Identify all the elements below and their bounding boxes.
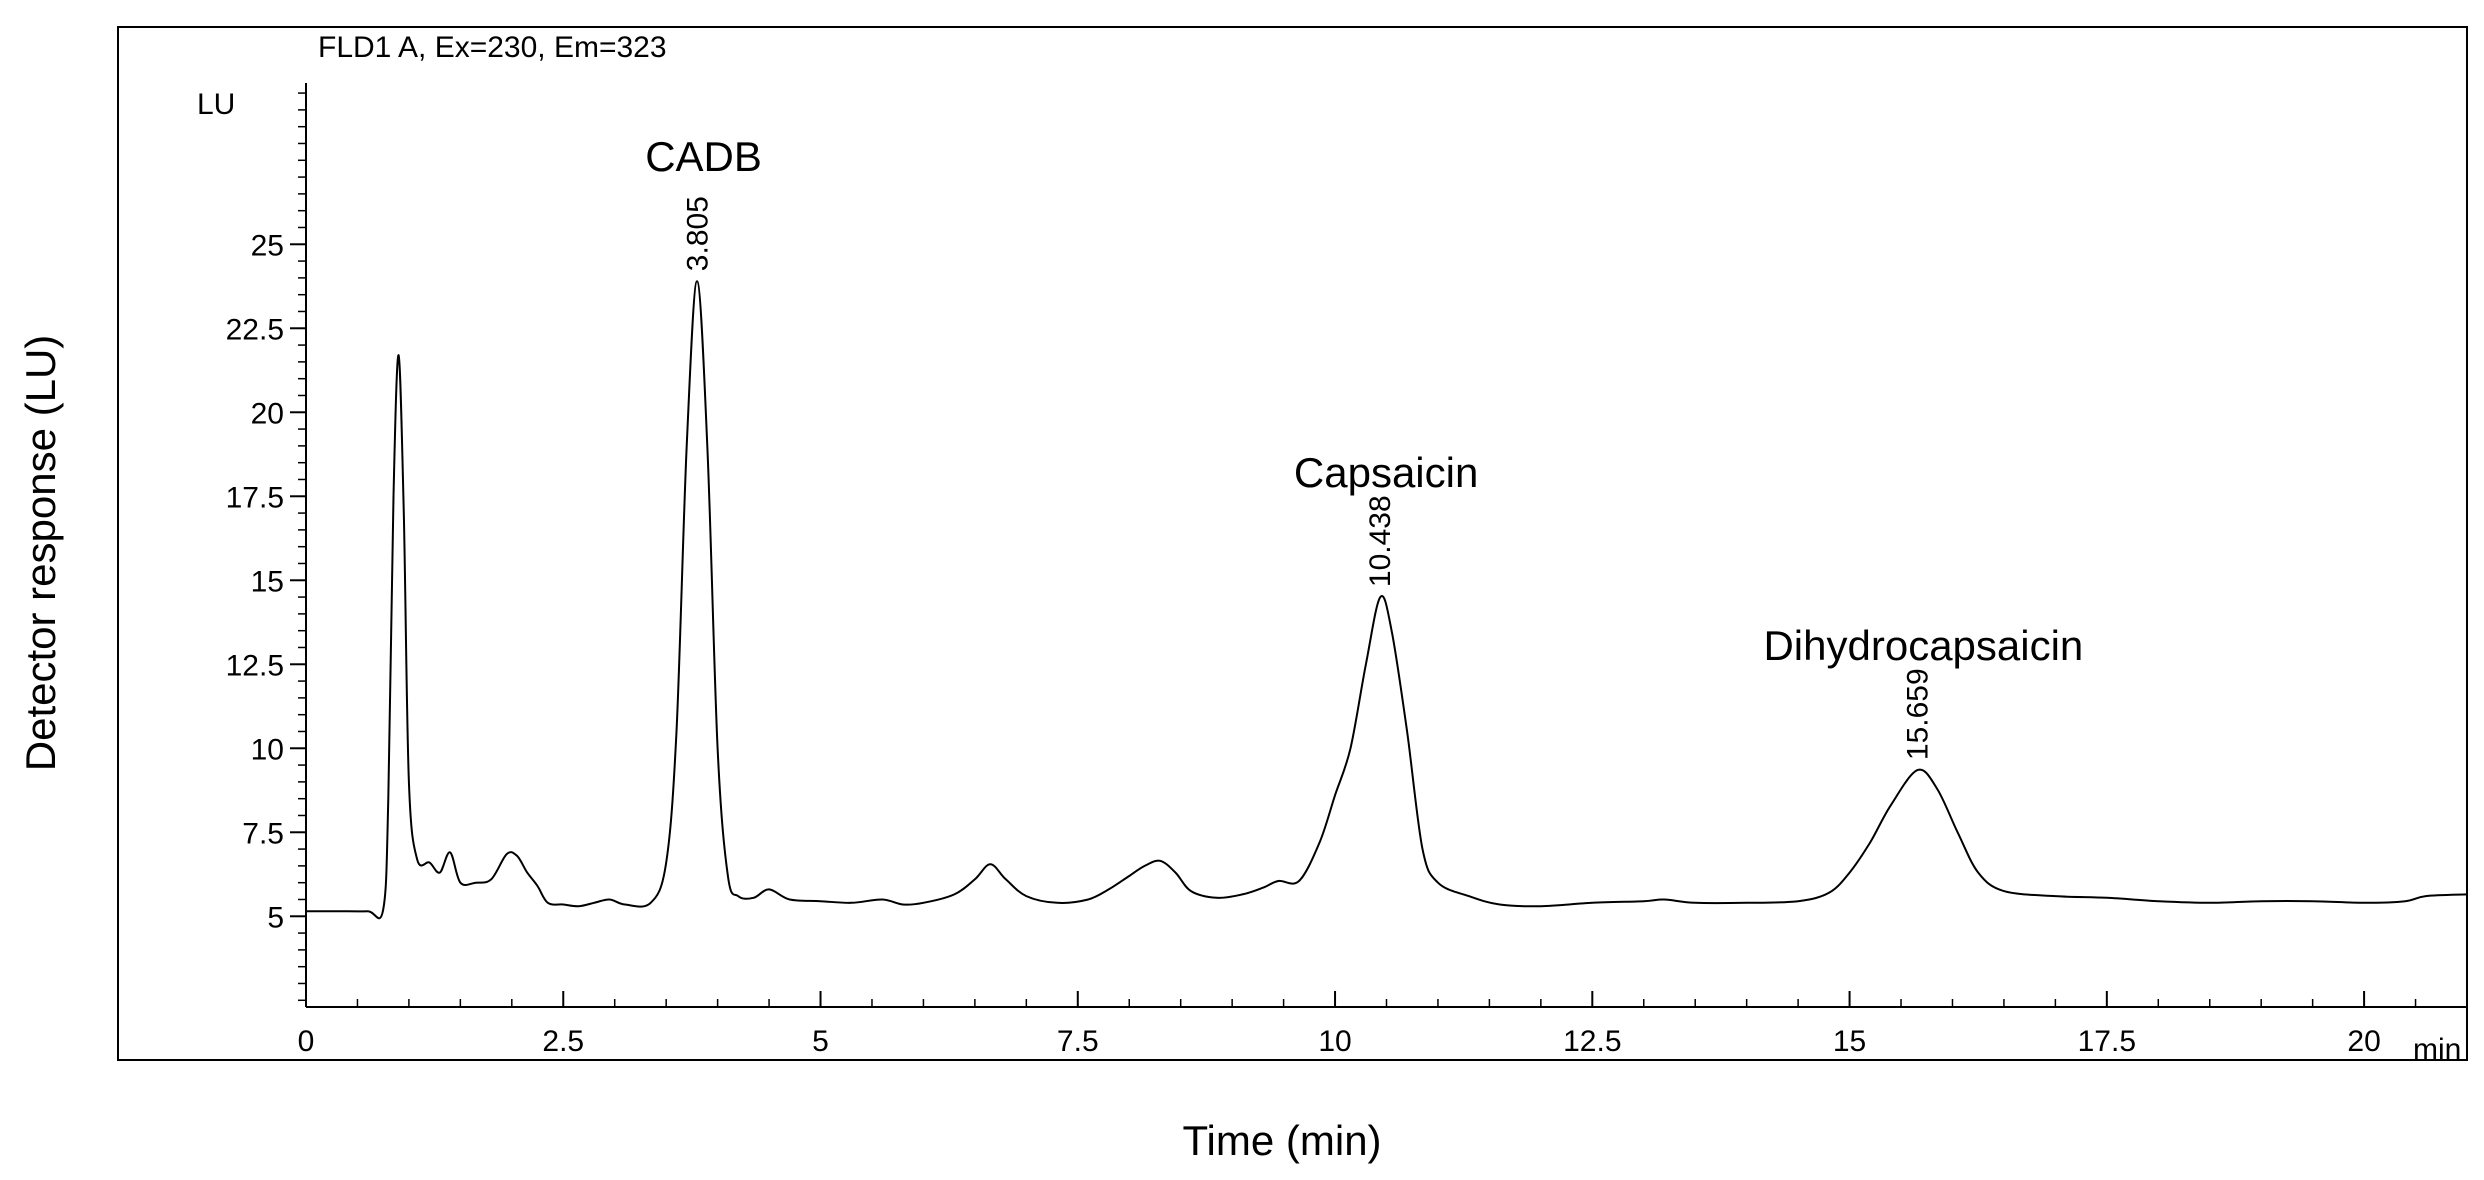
- x-tick-label: 2.5: [542, 1025, 584, 1058]
- y-tick-label: 5: [267, 901, 284, 934]
- y-tick-label: 7.5: [242, 817, 284, 850]
- chromatogram-trace: [305, 280, 2468, 920]
- y-tick-label: 25: [251, 229, 284, 262]
- x-tick-label: 15: [1833, 1025, 1866, 1058]
- y-tick-label: 15: [251, 565, 284, 598]
- x-tick-label: 10: [1318, 1025, 1351, 1058]
- x-tick-label: 5: [812, 1025, 829, 1058]
- peak-name-label: Dihydrocapsaicin: [1763, 622, 2083, 669]
- y-tick-label: 17.5: [226, 481, 284, 514]
- y-tick-label: 20: [251, 397, 284, 430]
- plot-frame: [117, 26, 2468, 1061]
- x-axis-title: Time (min): [1182, 1117, 1381, 1164]
- retention-time-label: 3.805: [682, 196, 715, 271]
- y-unit-label: LU: [197, 88, 235, 121]
- y-axis-title: Detector response (LU): [17, 335, 64, 772]
- series-line: [305, 280, 2468, 920]
- peak-name-label: CADB: [645, 133, 762, 180]
- y-tick-label: 22.5: [226, 313, 284, 346]
- axes: 0 2.5 5 7.5 10 12.5 15 17.5 20 5 7.5 10 12.5 15 17.5 20…: [226, 83, 2468, 1058]
- peak-name-label: Capsaicin: [1294, 449, 1478, 496]
- x-tick-label: 20: [2347, 1025, 2380, 1058]
- x-unit-label: min: [2413, 1033, 2461, 1066]
- x-tick-label: 17.5: [2078, 1025, 2136, 1058]
- y-tick-label: 12.5: [226, 649, 284, 682]
- x-tick-label: 7.5: [1057, 1025, 1099, 1058]
- x-tick-label: 12.5: [1563, 1025, 1621, 1058]
- retention-time-label: 15.659: [1901, 668, 1934, 760]
- y-tick-label: 10: [251, 733, 284, 766]
- detector-header: FLD1 A, Ex=230, Em=323: [318, 31, 667, 64]
- retention-time-label: 10.438: [1364, 495, 1397, 587]
- x-tick-label: 0: [298, 1025, 315, 1058]
